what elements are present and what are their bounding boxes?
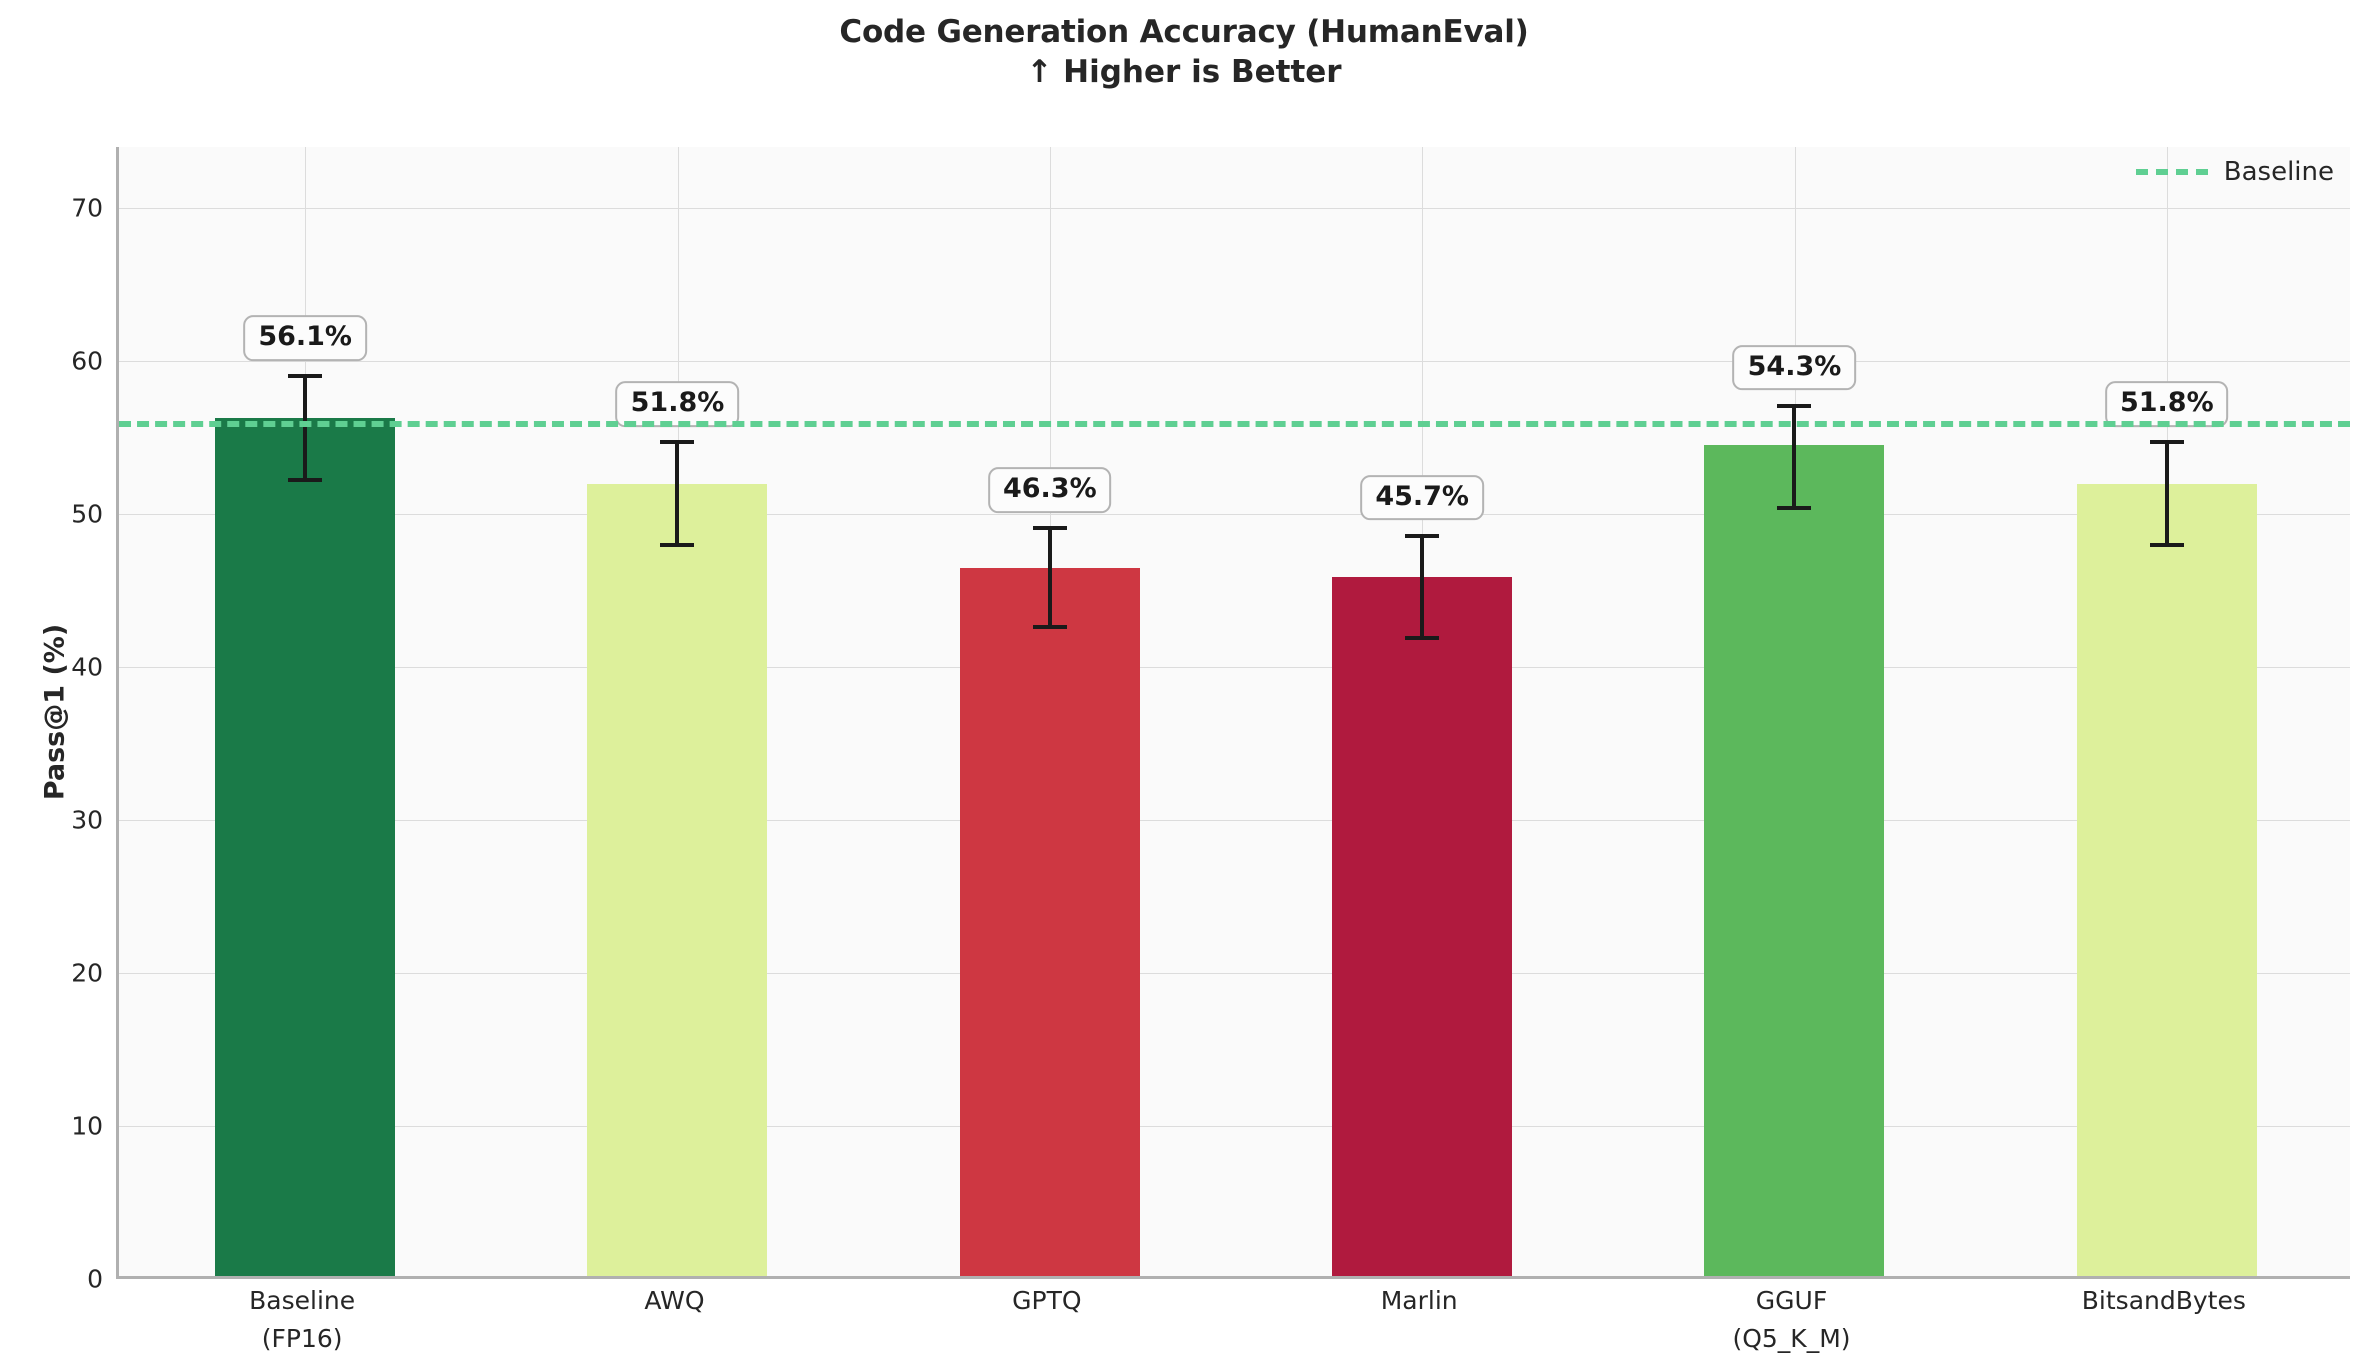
bar-value-label: 45.7%	[1360, 474, 1484, 521]
bar-value-label: 51.8%	[615, 381, 740, 428]
y-tick-label: 10	[71, 1111, 103, 1141]
error-bar-cap-bottom	[2149, 542, 2184, 547]
x-tick-label-line2: (FP16)	[261, 1324, 343, 1353]
x-tick-label: Baseline (FP16)	[249, 1282, 355, 1358]
error-bar-cap-top	[660, 440, 695, 445]
horizontal-gridline	[119, 973, 2350, 975]
bar[interactable]	[215, 417, 396, 1276]
chart-title-subtitle: ↑ Higher is Better	[1026, 54, 1342, 90]
y-tick-label: 30	[71, 805, 103, 835]
error-bar-cap-top	[1777, 403, 1812, 408]
y-tick-label: 20	[71, 958, 103, 988]
bar[interactable]	[959, 567, 1140, 1276]
bar-value-label: 54.3%	[1732, 344, 1857, 391]
bar-group[interactable]: 45.7%	[1236, 147, 1608, 1276]
x-tick-label: BitsandBytes	[2082, 1282, 2246, 1320]
horizontal-gridline	[119, 820, 2350, 822]
bar[interactable]	[2076, 483, 2257, 1276]
bar-group[interactable]: 51.8%	[491, 147, 863, 1276]
x-tick-label: AWQ	[644, 1282, 704, 1320]
error-bar-cap-bottom	[288, 478, 323, 483]
x-tick-label-line1: AWQ	[644, 1286, 705, 1315]
y-tick-label: 0	[87, 1264, 103, 1294]
baseline-legend-swatch-icon	[2135, 169, 2208, 175]
bar[interactable]	[1704, 445, 1885, 1276]
error-bar-cap-bottom	[1405, 636, 1440, 641]
y-tick-label: 70	[71, 193, 103, 223]
x-tick-label: GPTQ	[1012, 1282, 1081, 1320]
bar-group[interactable]: 46.3%	[864, 147, 1236, 1276]
y-tick-label: 60	[71, 346, 103, 376]
error-bar-cap-top	[2149, 440, 2184, 445]
error-bar	[2164, 442, 2169, 545]
error-bar-cap-bottom	[1777, 506, 1812, 511]
x-tick-label: GGUF (Q5_K_M)	[1732, 1282, 1850, 1358]
x-tick-label-line1: Baseline	[249, 1286, 356, 1315]
bar-value-label: 56.1%	[243, 315, 367, 362]
x-axis-ticks: Baseline (FP16) AWQ GPTQ Marlin GGUF (Q5_K_M) B…	[116, 1282, 2350, 1369]
bar[interactable]	[1332, 576, 1513, 1276]
bar-group[interactable]: 54.3%	[1608, 147, 1980, 1276]
chart-legend: Baseline	[2130, 155, 2340, 189]
x-tick-label-line1: BitsandBytes	[2081, 1286, 2246, 1315]
x-tick-label-line2: (Q5_K_M)	[1732, 1324, 1851, 1353]
plot-area: 0 10 20 30 40 50 60 70 Pass@1 (%) 56.1% 51.8% 46.…	[40, 147, 2353, 1294]
y-axis-ticks: 0 10 20 30 40 50 60 70	[71, 147, 2350, 1294]
error-bar-cap-top	[288, 374, 323, 379]
horizontal-gridline	[119, 361, 2350, 363]
horizontal-gridline	[119, 1126, 2350, 1128]
bar-value-label: 46.3%	[987, 467, 1112, 513]
chart-title: Code Generation Accuracy (HumanEval) ↑ H…	[0, 12, 2368, 92]
error-bar	[1047, 527, 1052, 628]
horizontal-gridline	[119, 208, 2350, 210]
error-bar-cap-bottom	[660, 542, 695, 547]
baseline-reference-line	[119, 420, 2350, 427]
error-bar-cap-bottom	[1032, 625, 1067, 630]
x-tick-label-line1: Marlin	[1380, 1286, 1458, 1315]
x-tick-label-line1: GPTQ	[1012, 1286, 1082, 1315]
chart-title-line1: Code Generation Accuracy (HumanEval)	[839, 14, 1529, 50]
horizontal-gridline	[119, 514, 2350, 516]
error-bar	[1420, 535, 1425, 639]
bar-value-label: 51.8%	[2104, 381, 2229, 428]
y-tick-label: 40	[71, 652, 103, 682]
error-bar-cap-top	[1405, 533, 1440, 538]
y-tick-label: 50	[71, 499, 103, 529]
plot-inner: 0 10 20 30 40 50 60 70 Pass@1 (%) 56.1% 51.8% 46.…	[40, 147, 2353, 1294]
baseline-legend-label: Baseline	[2223, 157, 2334, 187]
bar[interactable]	[587, 483, 768, 1276]
bar-group[interactable]: 56.1%	[119, 147, 491, 1276]
error-bar-cap-top	[1032, 525, 1067, 530]
error-bar	[303, 376, 308, 481]
bar-group[interactable]: 51.8%	[1981, 147, 2353, 1276]
y-axis-label: Pass@1 (%)	[39, 623, 71, 800]
error-bar	[675, 442, 680, 545]
x-tick-label-line1: GGUF	[1755, 1286, 1828, 1315]
error-bar	[1792, 405, 1797, 508]
horizontal-gridline	[119, 667, 2350, 669]
x-tick-label: Marlin	[1381, 1282, 1458, 1320]
